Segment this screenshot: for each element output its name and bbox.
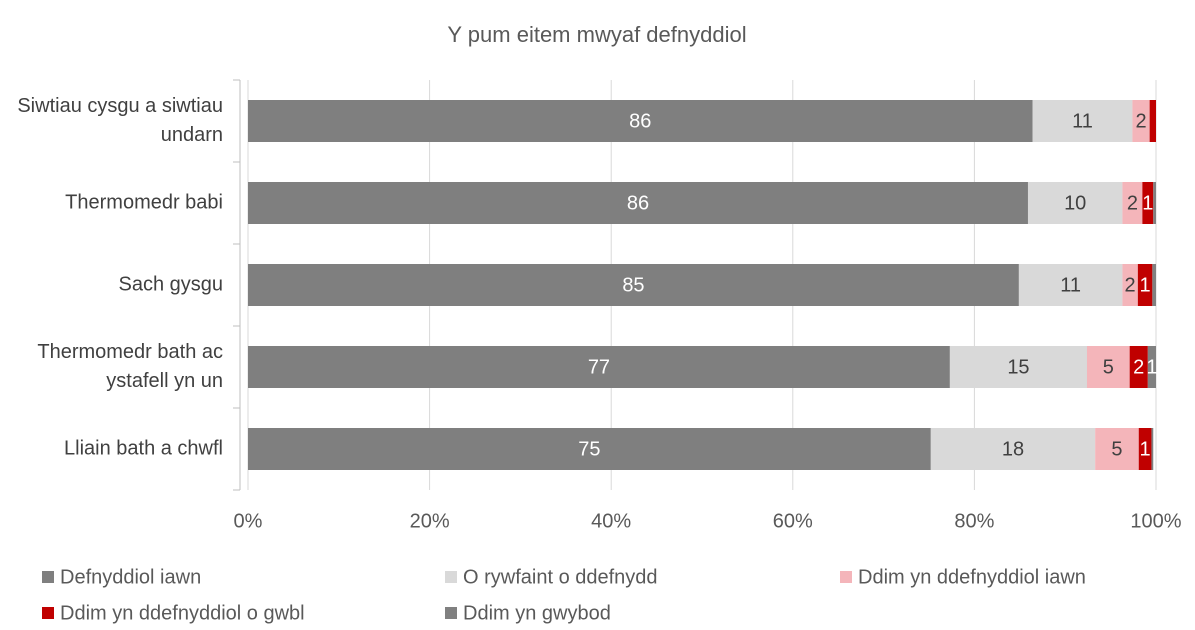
legend-label: Ddim yn ddefnyddiol o gwbl (60, 602, 305, 624)
data-label: 5 (1103, 356, 1114, 378)
data-label: 2 (1127, 192, 1138, 214)
data-label: 11 (1060, 274, 1081, 296)
data-label: 10 (1064, 192, 1086, 214)
data-label: 2 (1125, 274, 1136, 296)
bar-segment (1129, 346, 1148, 388)
bar-segment (1149, 100, 1156, 142)
data-label: 2 (1133, 356, 1144, 378)
legend-swatch (840, 571, 852, 583)
legend-swatch (42, 607, 54, 619)
bar-segment (1152, 264, 1156, 306)
x-tick-label: 40% (591, 510, 631, 532)
data-label: 5 (1111, 438, 1122, 460)
data-label: 1 (1142, 192, 1153, 214)
bar-segment (1151, 428, 1154, 470)
x-tick-label: 100% (1130, 510, 1181, 532)
bar-segment (1027, 182, 1123, 224)
data-label: 1 (1146, 356, 1157, 378)
data-label: 75 (578, 438, 600, 460)
legend-swatch (42, 571, 54, 583)
legend-label: Ddim yn ddefnyddiol iawn (858, 566, 1086, 588)
bar-segment (1122, 264, 1138, 306)
x-tick-label: 60% (773, 510, 813, 532)
y-tick-label: Thermomedr babi (65, 191, 223, 214)
bar-segment (248, 428, 931, 470)
bar-segment (1137, 264, 1153, 306)
data-label: 1 (1140, 274, 1151, 296)
bar-segment (949, 346, 1087, 388)
chart-title: Y pum eitem mwyaf defnyddiol (447, 22, 746, 47)
data-label: 86 (629, 110, 651, 132)
bar-segment (1095, 428, 1139, 470)
y-tick-label: Siwtiau cysgu a siwtiau undarn (17, 95, 223, 146)
data-label: 15 (1007, 356, 1029, 378)
data-label: 1 (1140, 438, 1151, 460)
bar-segment (248, 264, 1019, 306)
legend-label: Ddim yn gwybod (463, 602, 611, 624)
bar-segment (248, 182, 1028, 224)
bar-segment (1132, 100, 1150, 142)
bar-segment (1032, 100, 1133, 142)
data-label: 18 (1002, 438, 1024, 460)
x-tick-label: 0% (234, 510, 263, 532)
bar-segment (1018, 264, 1123, 306)
legend-label: Defnyddiol iawn (60, 566, 201, 588)
legend-label: O rywfaint o ddefnydd (463, 566, 658, 588)
legend-swatch (445, 607, 457, 619)
bar-segment (1138, 428, 1152, 470)
bar-segment (248, 346, 950, 388)
data-label: 85 (622, 274, 644, 296)
legend-swatch (445, 571, 457, 583)
bar-segment (930, 428, 1096, 470)
x-tick-label: 80% (954, 510, 994, 532)
bar-segment (1086, 346, 1130, 388)
data-label: 86 (627, 192, 649, 214)
y-tick-label: Thermomedr bath ac ystafell yn un (37, 341, 223, 392)
y-tick-label: Lliain bath a chwfl (64, 437, 223, 460)
x-tick-label: 20% (410, 510, 450, 532)
data-label: 11 (1072, 110, 1093, 132)
bar-segment (1142, 182, 1154, 224)
bar-segment (248, 100, 1033, 142)
data-label: 2 (1135, 110, 1146, 132)
y-tick-label: Sach gysgu (118, 273, 223, 296)
data-label: 77 (588, 356, 610, 378)
bar-segment (1153, 182, 1156, 224)
bar-segment (1147, 346, 1156, 388)
bar-segment (1122, 182, 1143, 224)
